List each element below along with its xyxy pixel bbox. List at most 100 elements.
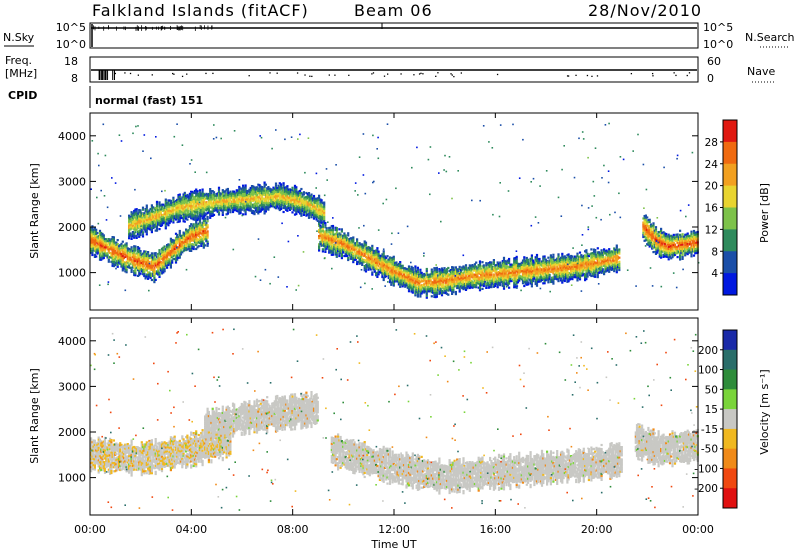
power-echo-cell — [91, 229, 94, 232]
power-echo-cell — [329, 230, 332, 233]
nave-dot — [205, 72, 207, 75]
power-echo-cell — [347, 234, 350, 237]
power-echo-cell — [383, 255, 387, 258]
power-echo-cell — [573, 269, 577, 273]
power-echo-cell — [316, 197, 319, 200]
power-echo-cell — [581, 266, 584, 269]
power-echo-cell — [135, 216, 138, 219]
power-echo-cell — [435, 279, 438, 282]
power-echo-cell — [530, 264, 533, 267]
power-echo-cell — [138, 219, 141, 222]
power-echo-cell — [124, 251, 127, 254]
power-echo-cell — [457, 272, 460, 275]
power-echo-cell — [318, 196, 321, 199]
power-echo-cell — [262, 197, 265, 200]
power-echo-cell — [98, 258, 102, 261]
power-echo-cell — [149, 224, 152, 227]
power-echo-cell — [293, 195, 297, 198]
power-echo-cell — [238, 212, 241, 215]
power-echo-cell — [134, 212, 137, 215]
power-echo-cell — [133, 236, 136, 239]
power-echo-cell — [207, 194, 210, 198]
power-echo-cell — [316, 213, 319, 216]
power-echo-cell — [476, 281, 479, 284]
power-echo-cell — [318, 209, 321, 212]
power-echo-cell — [200, 192, 203, 195]
power-echo-cell — [269, 190, 273, 193]
power-echo-cell — [186, 242, 189, 245]
power-echo-cell — [290, 199, 293, 202]
power-echo-cell — [183, 244, 186, 247]
power-echo-cell — [160, 266, 164, 269]
power-echo-cell — [259, 200, 262, 203]
power-echo-cell — [124, 249, 127, 252]
nave-dot — [309, 75, 311, 77]
power-echo-cell — [335, 253, 338, 256]
power-echo-cell — [314, 214, 317, 217]
power-echo-cell — [166, 244, 169, 247]
power-echo-cell — [506, 277, 509, 281]
power-echo-cell — [121, 269, 124, 272]
power-echo-cell — [505, 273, 508, 276]
power-echo-cell — [511, 278, 514, 281]
power-echo-cell — [160, 251, 164, 254]
power-echo-cell — [140, 228, 143, 231]
power-echo-cell — [212, 201, 216, 204]
power-echo-cell — [307, 216, 311, 219]
power-echo-cell — [482, 266, 485, 269]
power-echo-cell — [216, 200, 219, 203]
power-echo-cell — [490, 263, 493, 266]
power-echo-cell — [553, 259, 556, 262]
power-echo-cell — [513, 261, 516, 264]
power-echo-cell — [457, 286, 460, 289]
power-echo-cell — [124, 264, 127, 267]
power-echo-cell — [188, 249, 191, 252]
power-echo-cell — [419, 287, 422, 290]
power-echo-cell — [461, 282, 464, 286]
power-echo-cell — [352, 240, 355, 243]
power-echo-cell — [506, 269, 509, 272]
power-echo-cell — [546, 276, 549, 279]
power-echo-cell — [350, 253, 354, 256]
power-echo-cell — [147, 273, 150, 276]
nsky-trace — [91, 23, 697, 47]
power-echo-cell — [572, 263, 575, 266]
power-echo-cell — [167, 224, 170, 227]
power-echo-cell — [201, 188, 204, 191]
power-echo-cell — [328, 235, 331, 238]
power-echo-cell — [385, 273, 388, 276]
power-echo-cell — [164, 258, 167, 261]
power-echo-cell — [307, 198, 311, 201]
power-echo-cell — [136, 218, 140, 221]
power-echo-cell — [140, 212, 143, 215]
power-echo-cell — [201, 200, 204, 204]
power-echo-cell — [271, 199, 274, 202]
power-echo-cell — [212, 209, 216, 212]
power-echo-cell — [134, 224, 137, 228]
power-echo-cell — [226, 194, 229, 197]
power-echo-cell — [420, 290, 423, 293]
power-echo-cell — [359, 255, 362, 258]
power-echo-cell — [333, 243, 336, 247]
power-echo-cell — [187, 235, 190, 238]
power-echo-cell — [185, 246, 188, 250]
power-echo-cell — [576, 273, 579, 276]
power-echo-cell — [242, 198, 245, 202]
power-echo-cell — [147, 212, 150, 215]
power-echo-cell — [300, 212, 303, 215]
power-echo-cell — [544, 258, 547, 261]
power-echo-cell — [181, 236, 184, 239]
power-echo-cell — [155, 215, 159, 218]
power-echo-cell — [449, 289, 452, 292]
power-echo-cell — [130, 235, 133, 238]
power-echo-cell — [527, 266, 530, 270]
power-echo-cell — [205, 221, 208, 224]
power-echo-cell — [159, 263, 162, 266]
power-echo-cell — [368, 263, 371, 266]
power-echo-cell — [282, 184, 285, 187]
power-echo-cell — [487, 266, 490, 269]
power-echo-cell — [214, 202, 217, 206]
power-echo-cell — [521, 273, 525, 277]
power-echo-cell — [299, 196, 302, 199]
power-echo-cell — [514, 271, 517, 274]
